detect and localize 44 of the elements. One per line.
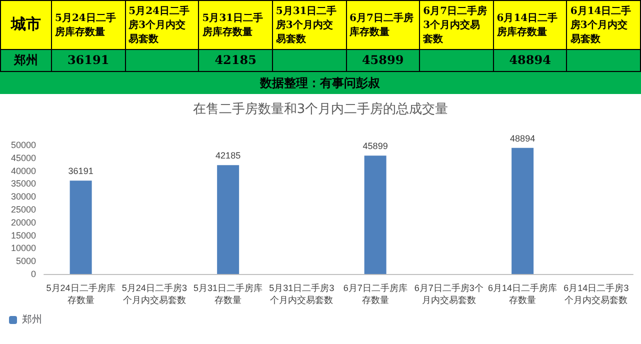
text: 45899 (362, 141, 388, 152)
category-label: 6月7日二手房3个月内交易套数 (423, 6, 488, 45)
data-label: 48894 (493, 49, 567, 72)
y-tick-label: 45000 (10, 152, 36, 163)
legend-label: 郑州 (22, 314, 42, 326)
x-tick-label: 5月31日二手房库 存数量 (194, 283, 263, 305)
y-tick-label: 25000 (10, 204, 36, 214)
y-tick-label: 10000 (10, 243, 36, 254)
text: 城市 (0, 0, 52, 50)
y-tick-label: 0 (30, 269, 36, 279)
y-tick-label: 20000 (10, 217, 36, 228)
bar (217, 165, 240, 274)
chart-title: 在售二手房数量和3个月内二手房的总成交量 (192, 101, 448, 117)
text: 36191 (68, 166, 94, 176)
bar (512, 148, 534, 274)
category-label: 6月14日二手房库存数量 (496, 12, 558, 38)
text: 42185 (216, 150, 241, 161)
category-label: 5月31日二手房库存数量 (202, 12, 264, 38)
y-tick-label: 35000 (10, 178, 36, 189)
category-label: 5月24日二手房3个月内交易套数 (128, 6, 190, 45)
x-tick-label: 6月14日二手房3 个月内交易套数 (564, 283, 629, 305)
y-tick-label: 40000 (10, 166, 36, 176)
x-tick-label: 6月7日二手房库 存数量 (343, 283, 408, 305)
text: 数据整理：有事问彭叔 (259, 76, 381, 90)
text: 48894 (510, 133, 536, 144)
bar (364, 156, 386, 274)
x-tick-label: 5月24日二手房3 个月内交易套数 (122, 283, 187, 305)
x-tick-label: 6月14日二手房库 存数量 (488, 283, 558, 305)
y-tick-label: 50000 (10, 140, 36, 150)
x-tick-label: 6月7日二手房3个 月内交易套数 (414, 283, 484, 305)
y-tick-label: 15000 (10, 230, 36, 240)
category-label: 6月7日二手房库存数量 (350, 12, 414, 38)
data-label: 42185 (198, 49, 272, 72)
category-label: 5月24日二手房库存数量 (55, 12, 116, 38)
text: 郑州 (14, 52, 38, 67)
y-tick-label: 5000 (16, 256, 36, 266)
bar (70, 180, 92, 274)
x-tick-label: 5月31日二手房3 个月内交易套数 (269, 283, 334, 305)
data-label: 45899 (346, 49, 420, 72)
x-tick-label: 5月24日二手房库 存数量 (46, 283, 116, 305)
y-tick-label: 30000 (10, 192, 36, 202)
data-label: 36191 (52, 49, 126, 72)
category-label: 5月31日二手房3个月内交易套数 (276, 6, 337, 45)
category-label: 6月14日二手房3个月内交易套数 (570, 6, 632, 45)
